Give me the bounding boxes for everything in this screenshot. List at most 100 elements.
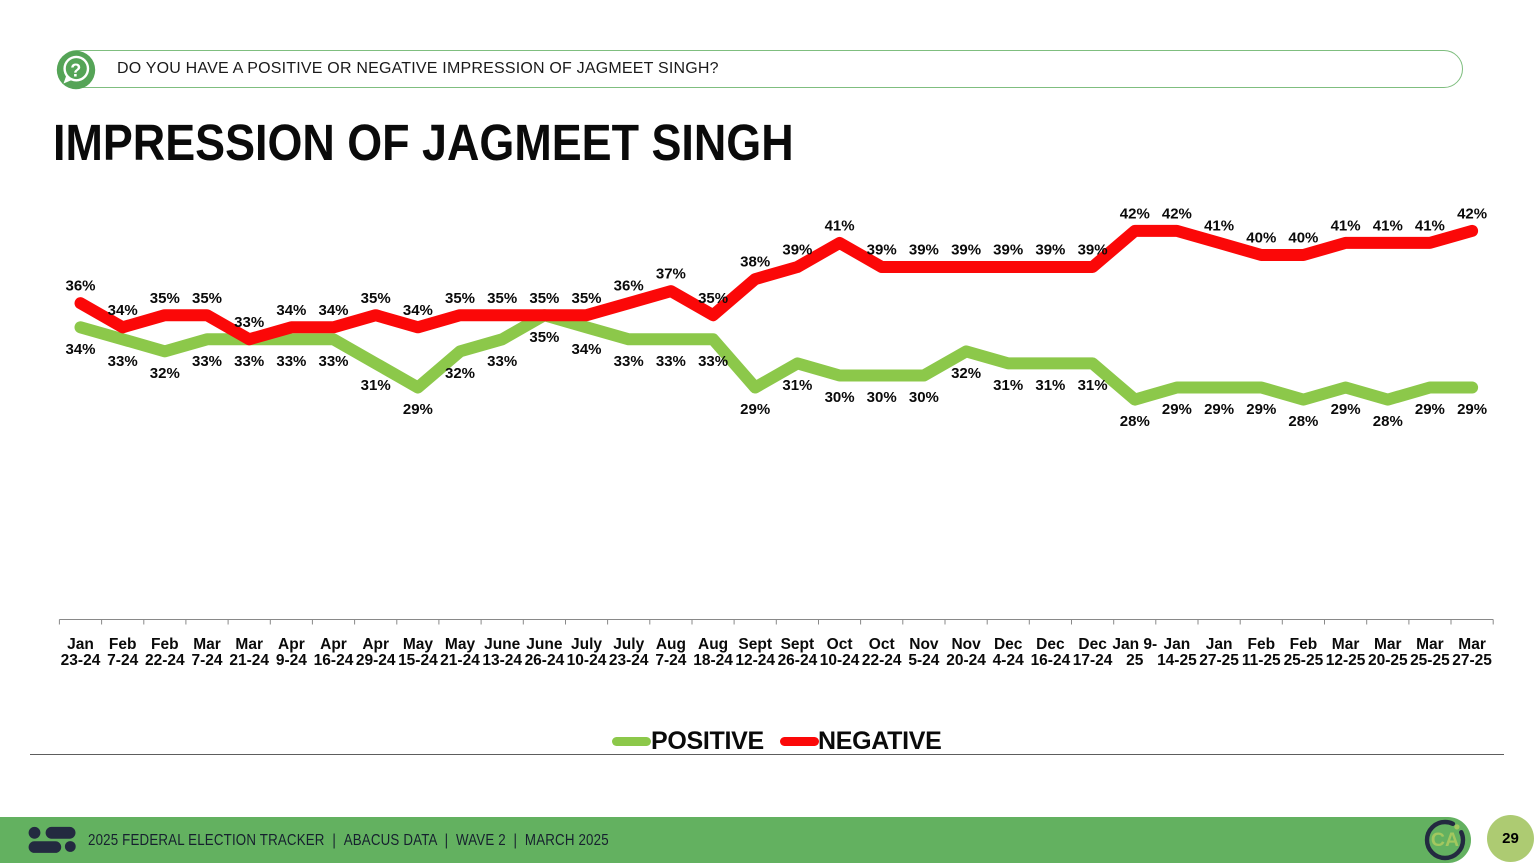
svg-text:Jan 9-: Jan 9- [1112,636,1157,653]
svg-text:38%: 38% [740,254,770,271]
svg-text:29%: 29% [1204,401,1234,418]
svg-text:Apr: Apr [320,636,347,653]
svg-text:11-25: 11-25 [1242,652,1281,669]
svg-text:Mar: Mar [1416,636,1444,653]
svg-text:Mar: Mar [193,636,221,653]
svg-text:35%: 35% [487,290,517,307]
svg-text:29%: 29% [1457,401,1487,418]
svg-text:4-24: 4-24 [993,652,1024,669]
svg-text:42%: 42% [1120,205,1150,222]
svg-text:Feb: Feb [109,636,137,653]
svg-text:Mar: Mar [1332,636,1360,653]
svg-text:35%: 35% [192,290,222,307]
svg-text:29-24: 29-24 [356,652,396,669]
svg-text:22-24: 22-24 [862,652,902,669]
svg-text:39%: 39% [909,242,939,259]
svg-text:29%: 29% [1331,401,1361,418]
svg-text:16-24: 16-24 [1031,652,1071,669]
svg-text:42%: 42% [1162,205,1192,222]
svg-text:21-24: 21-24 [440,652,480,669]
svg-text:Apr: Apr [278,636,305,653]
svg-text:June: June [526,636,563,653]
svg-text:17-24: 17-24 [1073,652,1113,669]
svg-text:Nov: Nov [951,636,981,653]
svg-text:32%: 32% [445,365,475,382]
svg-text:12-24: 12-24 [735,652,775,669]
svg-text:28%: 28% [1373,413,1403,430]
svg-text:July: July [571,636,602,653]
svg-text:7-24: 7-24 [655,652,686,669]
svg-text:Mar: Mar [235,636,263,653]
svg-text:31%: 31% [1035,377,1065,394]
svg-text:23-24: 23-24 [61,652,101,669]
svg-text:42%: 42% [1457,205,1487,222]
svg-text:35%: 35% [698,290,728,307]
svg-text:Dec: Dec [1036,636,1065,653]
svg-text:40%: 40% [1246,230,1276,247]
svg-text:10-24: 10-24 [567,652,607,669]
svg-text:41%: 41% [1331,217,1361,234]
svg-text:41%: 41% [1415,217,1445,234]
svg-text:July: July [613,636,644,653]
svg-text:39%: 39% [1078,242,1108,259]
svg-text:27-25: 27-25 [1199,652,1239,669]
svg-text:35%: 35% [529,290,559,307]
svg-text:14-25: 14-25 [1157,652,1197,669]
svg-text:39%: 39% [1035,242,1065,259]
svg-text:34%: 34% [276,302,306,319]
svg-text:35%: 35% [571,290,601,307]
svg-text:37%: 37% [656,266,686,283]
svg-text:32%: 32% [951,365,981,382]
svg-text:33%: 33% [108,353,138,370]
svg-text:41%: 41% [825,217,855,234]
svg-text:7-24: 7-24 [107,652,138,669]
svg-text:31%: 31% [1078,377,1108,394]
svg-text:28%: 28% [1120,413,1150,430]
svg-text:31%: 31% [993,377,1023,394]
svg-text:Apr: Apr [362,636,389,653]
svg-text:35%: 35% [150,290,180,307]
svg-text:33%: 33% [192,353,222,370]
svg-text:Oct: Oct [827,636,853,653]
svg-text:33%: 33% [698,353,728,370]
svg-text:34%: 34% [318,302,348,319]
svg-text:7-24: 7-24 [191,652,222,669]
svg-text:Aug: Aug [656,636,686,653]
svg-text:Jan: Jan [1164,636,1191,653]
svg-text:29%: 29% [1246,401,1276,418]
svg-text:39%: 39% [951,242,981,259]
svg-text:Mar: Mar [1458,636,1486,653]
svg-text:39%: 39% [867,242,897,259]
svg-text:25-25: 25-25 [1284,652,1324,669]
svg-text:22-24: 22-24 [145,652,185,669]
svg-text:33%: 33% [276,353,306,370]
svg-text:33%: 33% [234,353,264,370]
svg-text:39%: 39% [782,242,812,259]
svg-text:23-24: 23-24 [609,652,649,669]
svg-text:Dec: Dec [994,636,1023,653]
svg-text:20-24: 20-24 [946,652,986,669]
svg-text:35%: 35% [445,290,475,307]
svg-text:5-24: 5-24 [908,652,939,669]
svg-text:25-25: 25-25 [1410,652,1450,669]
svg-text:Dec: Dec [1078,636,1107,653]
svg-text:26-24: 26-24 [778,652,818,669]
svg-text:15-24: 15-24 [398,652,438,669]
svg-text:June: June [484,636,521,653]
svg-text:May: May [403,636,434,653]
svg-text:30%: 30% [867,389,897,406]
svg-text:25: 25 [1126,652,1144,669]
svg-text:26-24: 26-24 [525,652,565,669]
svg-text:13-24: 13-24 [482,652,522,669]
svg-text:Feb: Feb [1248,636,1276,653]
svg-text:16-24: 16-24 [314,652,354,669]
svg-text:Feb: Feb [151,636,179,653]
svg-text:31%: 31% [361,377,391,394]
svg-text:May: May [445,636,476,653]
svg-text:10-24: 10-24 [820,652,860,669]
svg-text:Nov: Nov [909,636,939,653]
svg-text:34%: 34% [65,341,95,358]
svg-text:33%: 33% [614,353,644,370]
svg-text:39%: 39% [993,242,1023,259]
svg-text:33%: 33% [318,353,348,370]
